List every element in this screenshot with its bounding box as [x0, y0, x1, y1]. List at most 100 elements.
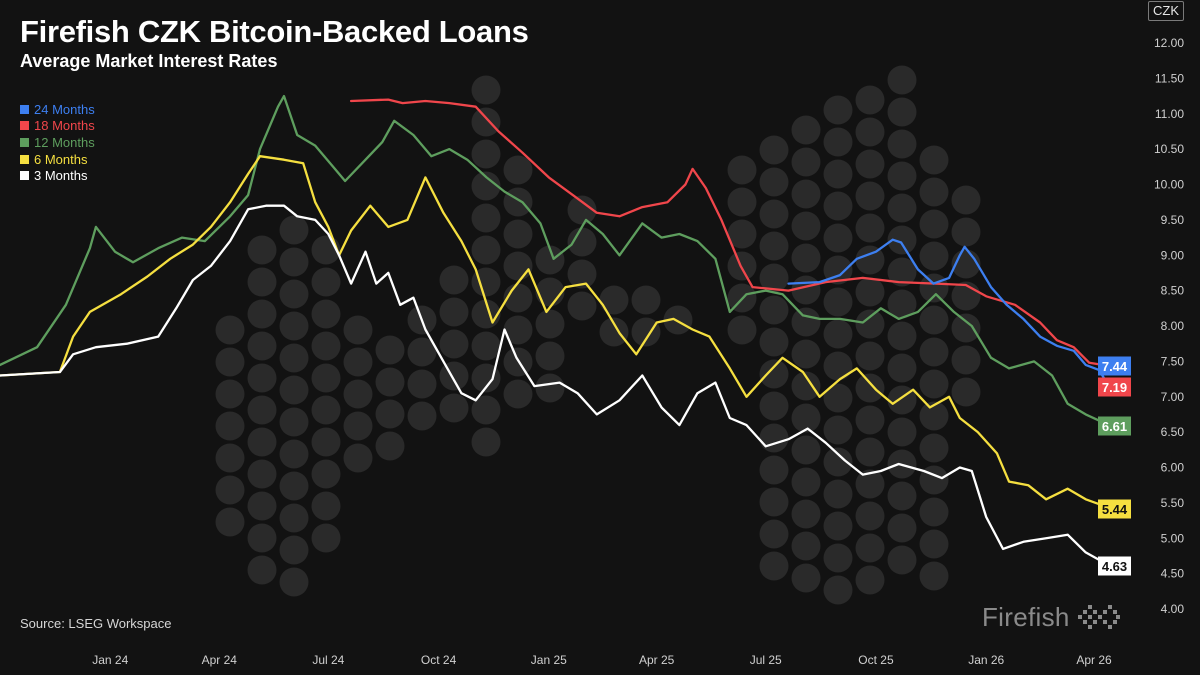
watermark-dot	[887, 97, 917, 127]
y-tick-label: 9.50	[1161, 213, 1185, 227]
watermark-dot	[951, 377, 981, 407]
watermark-dot	[503, 187, 533, 217]
watermark-dot	[919, 273, 949, 303]
legend-label: 18 Months	[34, 118, 95, 134]
y-tick-label: 12.00	[1154, 36, 1184, 50]
watermark-dot	[919, 401, 949, 431]
watermark-dot	[215, 443, 245, 473]
legend-item-3-months: 3 Months	[20, 167, 95, 184]
watermark-dot	[215, 347, 245, 377]
watermark-dot	[855, 117, 885, 147]
watermark-dot	[791, 115, 821, 145]
watermark-dot	[919, 305, 949, 335]
x-tick-label: Apr 26	[1076, 653, 1112, 667]
watermark-dot	[311, 267, 341, 297]
legend-swatch	[20, 121, 29, 131]
brand-wordmark: Firefish	[982, 602, 1070, 632]
watermark-dot	[247, 491, 277, 521]
watermark-dot	[279, 503, 309, 533]
watermark-dot	[279, 375, 309, 405]
watermark-dot	[439, 297, 469, 327]
y-tick-label: 7.00	[1161, 390, 1185, 404]
watermark-dot	[855, 405, 885, 435]
watermark-dot	[279, 247, 309, 277]
watermark-dot	[471, 235, 501, 265]
watermark-dot	[823, 575, 853, 605]
watermark-dot	[343, 411, 373, 441]
series-lines	[0, 94, 1109, 566]
watermark-dot	[823, 159, 853, 189]
x-tick-label: Oct 24	[421, 653, 457, 667]
watermark-dot	[247, 459, 277, 489]
watermark-dot	[823, 191, 853, 221]
end-value-badge-bg	[1098, 499, 1131, 519]
watermark-dot	[471, 395, 501, 425]
y-tick-label: 8.50	[1161, 284, 1185, 298]
watermark-dot	[791, 371, 821, 401]
y-tick-label: 6.00	[1161, 461, 1185, 475]
watermark-dot	[727, 155, 757, 185]
watermark-dot	[823, 319, 853, 349]
watermark-dot	[471, 331, 501, 361]
end-value-badge-bg	[1098, 356, 1131, 376]
watermark-dot	[375, 367, 405, 397]
y-tick-label: 5.00	[1161, 531, 1185, 545]
y-tick-label: 4.00	[1161, 602, 1185, 616]
watermark-dot	[471, 75, 501, 105]
watermark-dot	[311, 523, 341, 553]
watermark-dot	[887, 321, 917, 351]
watermark-dot	[855, 533, 885, 563]
watermark-dot	[311, 459, 341, 489]
watermark-dot	[279, 535, 309, 565]
watermark-dot	[759, 551, 789, 581]
watermark-dot	[791, 467, 821, 497]
end-value-badge: 4.63	[1098, 556, 1131, 576]
watermark-dot	[471, 139, 501, 169]
end-value-text: 7.19	[1102, 380, 1127, 395]
watermark-dot	[279, 343, 309, 373]
watermark-dot	[759, 263, 789, 293]
watermark-dot	[503, 315, 533, 345]
watermark-dot	[439, 361, 469, 391]
source-note: Source: LSEG Workspace	[20, 616, 172, 631]
x-tick-label: Jan 26	[968, 653, 1004, 667]
x-tick-label: Apr 25	[639, 653, 675, 667]
watermark-dot	[791, 179, 821, 209]
watermark-dot	[919, 369, 949, 399]
watermark-dot	[375, 399, 405, 429]
brand-logo: Firefish	[982, 602, 1122, 633]
x-tick-label: Jul 25	[750, 653, 782, 667]
watermark-dot	[791, 211, 821, 241]
y-tick-label: 11.50	[1155, 71, 1184, 85]
watermark-dot	[855, 181, 885, 211]
end-value-badge-bg	[1098, 556, 1131, 576]
watermark-dot	[471, 427, 501, 457]
x-axis: Jan 24 Apr 24 Jul 24 Oct 24 Jan 25 Apr 25 Jul …	[92, 653, 1112, 667]
y-axis: 4.00 4.50 5.00 5.50 6.00 6.50 7.00 7.50 8.00 8.50…	[1154, 36, 1184, 616]
legend-item-12-months: 12 Months	[20, 134, 95, 151]
watermark-dot	[791, 563, 821, 593]
watermark-dot	[279, 567, 309, 597]
watermark-dot	[247, 267, 277, 297]
watermark-dot	[887, 257, 917, 287]
watermark-dot	[279, 215, 309, 245]
watermark-dot	[823, 287, 853, 317]
watermark-dot	[759, 167, 789, 197]
watermark-dot	[567, 195, 597, 225]
watermark-dot	[791, 403, 821, 433]
watermark-dot	[759, 135, 789, 165]
watermark-dot	[887, 129, 917, 159]
y-tick-label: 7.50	[1161, 354, 1185, 368]
watermark-dot	[855, 213, 885, 243]
chart-title: Firefish CZK Bitcoin-Backed Loans	[20, 14, 529, 49]
watermark-dot	[791, 499, 821, 529]
watermark-dot	[759, 519, 789, 549]
x-tick-label: Jan 24	[92, 653, 128, 667]
watermark-dot	[791, 339, 821, 369]
watermark-dot	[823, 383, 853, 413]
x-tick-label: Jan 25	[531, 653, 567, 667]
end-value-badge: 7.44	[1098, 356, 1131, 376]
watermark-dot	[247, 427, 277, 457]
watermark-dot	[279, 311, 309, 341]
series-line-6-months	[0, 155, 1109, 509]
